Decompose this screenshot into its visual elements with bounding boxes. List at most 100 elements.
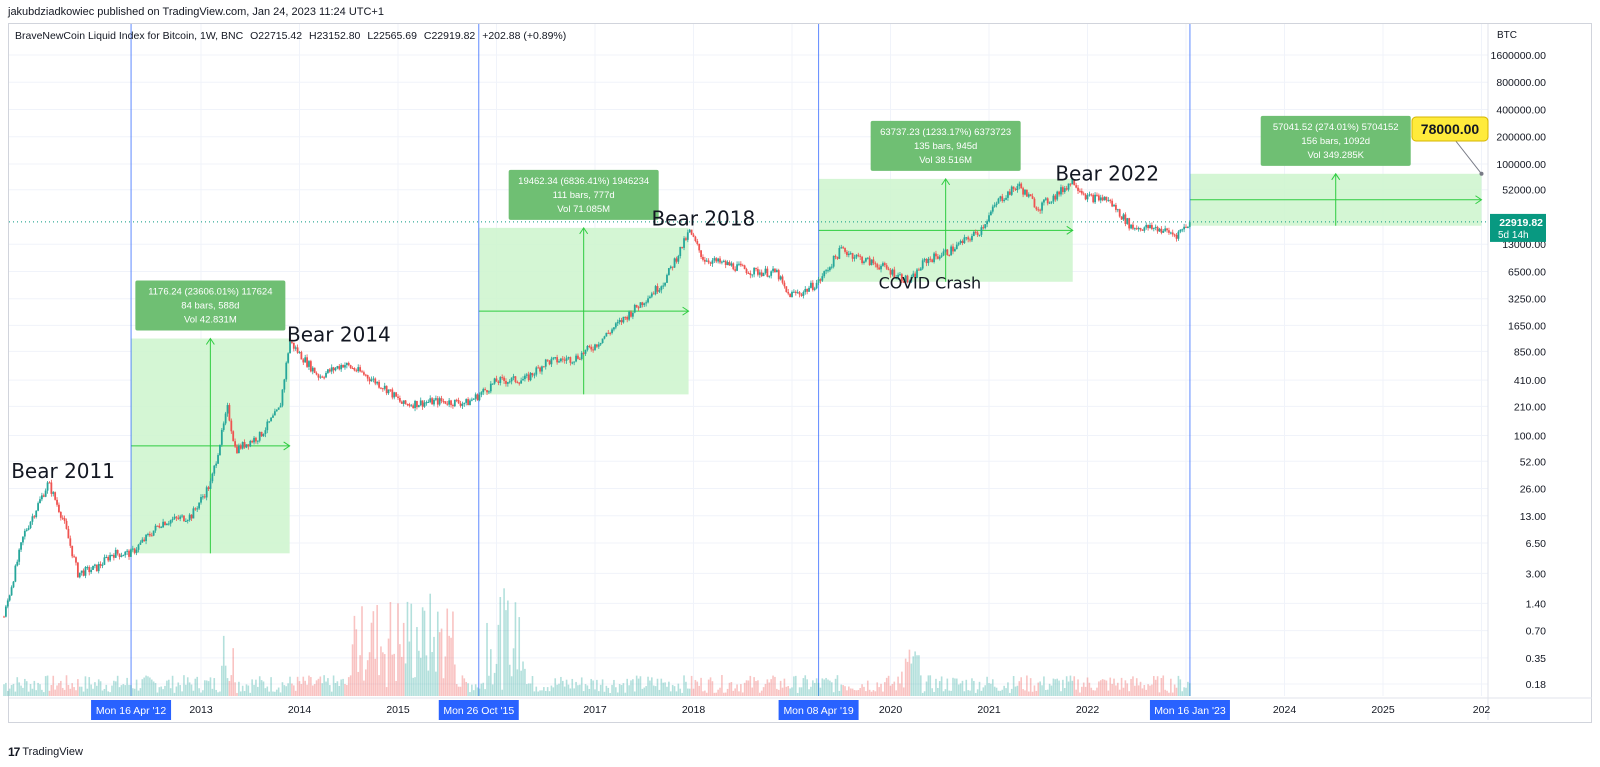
volume-bar: [272, 691, 274, 696]
volume-bar: [126, 677, 128, 696]
volume-bar: [1156, 676, 1159, 696]
volume-bar: [16, 677, 19, 696]
volume-bar: [1183, 687, 1185, 696]
candle-body: [48, 482, 51, 484]
candle-body: [380, 387, 382, 389]
candle-body: [1103, 196, 1106, 201]
volume-bar: [647, 676, 649, 696]
volume-bar: [935, 678, 937, 696]
volume-bar: [391, 654, 394, 696]
candle-body: [438, 398, 441, 405]
volume-bar: [1082, 682, 1085, 696]
candle-body: [59, 511, 62, 518]
candle-body: [514, 376, 517, 382]
candle-body: [160, 527, 163, 529]
candle-body: [631, 312, 634, 317]
candle-body: [321, 376, 324, 378]
volume-bar: [1101, 679, 1104, 696]
volume-bar: [957, 684, 960, 696]
candle-body: [120, 555, 123, 557]
chart-frame[interactable]: [8, 23, 1592, 723]
candle-body: [279, 405, 282, 408]
volume-bar: [313, 684, 316, 696]
cycle-date-tag-bg: [778, 700, 859, 720]
volume-bar: [414, 677, 416, 696]
volume-bar: [351, 644, 354, 696]
candle-body: [1069, 183, 1072, 185]
candle-body: [480, 392, 483, 395]
volume-bar: [991, 679, 994, 696]
volume-bar: [92, 688, 94, 696]
candle-body: [184, 521, 187, 523]
candle-body: [448, 400, 451, 405]
candle-body: [220, 429, 223, 445]
measure-label-text: 1176.24 (23606.01%) 117624: [148, 287, 272, 298]
candle-body: [520, 380, 523, 384]
candle-body: [347, 362, 350, 366]
candle-body: [152, 530, 155, 536]
candle-body: [702, 256, 704, 260]
volume-bar: [1117, 682, 1119, 696]
volume-bar: [1177, 675, 1180, 696]
candle-body: [1185, 226, 1187, 228]
volume-bar: [1115, 685, 1117, 696]
candle-body: [25, 529, 28, 531]
volume-bar: [317, 678, 320, 696]
volume-bar: [690, 675, 693, 696]
candle-body: [921, 260, 924, 269]
candle-body: [345, 362, 348, 366]
candle-body: [478, 394, 481, 401]
candle-body: [851, 253, 854, 259]
volume-bar: [734, 688, 736, 696]
candle-body: [641, 302, 644, 306]
candle-body: [819, 279, 822, 281]
volume-bar: [719, 687, 721, 696]
candle-body: [914, 273, 917, 279]
volume-bar: [300, 684, 303, 696]
candle-body: [29, 521, 32, 529]
candle-body: [757, 269, 759, 275]
candle-body: [783, 282, 786, 287]
candle-body: [938, 256, 941, 259]
candle-body: [1010, 186, 1013, 195]
volume-bar: [31, 688, 34, 696]
candle-body: [1168, 230, 1170, 233]
candle-body: [383, 385, 386, 389]
volume-bar: [213, 678, 216, 696]
candle-body: [991, 206, 994, 212]
candle-body: [544, 359, 547, 367]
volume-bar: [435, 671, 437, 696]
candle-body: [10, 587, 13, 596]
volume-bar: [692, 688, 695, 696]
volume-bar: [264, 688, 267, 696]
volume-bar: [410, 603, 413, 696]
volume-bar: [499, 597, 502, 696]
candle-body: [71, 545, 74, 557]
volume-bar: [78, 686, 81, 696]
symbol-name[interactable]: BraveNewCoin Liquid Index for Bitcoin, 1…: [15, 30, 244, 42]
price-tick-label: 800000.00: [1496, 77, 1546, 89]
candle-body: [601, 338, 604, 343]
measure-label-text: 57041.52 (274.01%) 5704152: [1273, 122, 1399, 133]
volume-bar: [518, 617, 521, 696]
volume-bar: [865, 691, 867, 696]
volume-bar: [336, 681, 339, 696]
time-tick-label: 2022: [1076, 704, 1100, 716]
volume-bar: [406, 601, 409, 696]
candle-body: [787, 291, 790, 294]
volume-bar: [1118, 689, 1121, 696]
candle-body: [584, 349, 587, 354]
candle-body: [114, 549, 117, 558]
volume-bar: [696, 681, 699, 696]
volume-bar: [75, 690, 77, 696]
volume-bar: [1130, 678, 1132, 696]
candle-body: [3, 616, 5, 618]
candle-body: [359, 367, 362, 372]
candle-body: [529, 372, 532, 381]
ohlc-change: +202.88 (+0.89%): [482, 30, 567, 42]
volume-bar: [429, 593, 432, 696]
candle-body: [145, 534, 147, 542]
volume-bar: [654, 686, 657, 696]
volume-bar: [774, 676, 776, 696]
